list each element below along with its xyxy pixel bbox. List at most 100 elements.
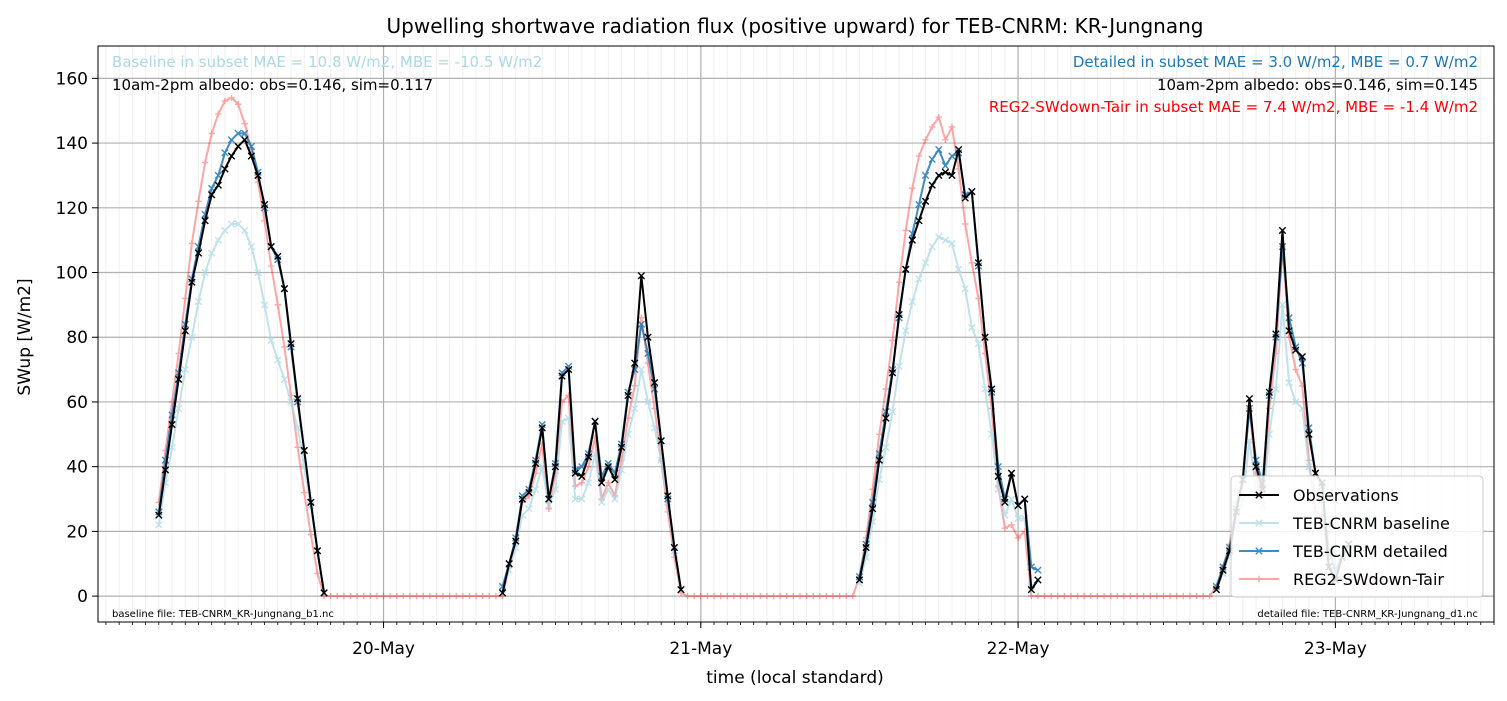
obs-point bbox=[571, 469, 579, 477]
reg2-point bbox=[492, 592, 500, 600]
reg2-point bbox=[750, 592, 757, 600]
baseline-line bbox=[501, 368, 682, 590]
reg2-point bbox=[677, 589, 685, 597]
baseline-point bbox=[1001, 511, 1009, 519]
reg2-point bbox=[829, 592, 837, 600]
obs-point bbox=[1265, 388, 1273, 396]
baseline-point bbox=[591, 450, 599, 458]
obs-point bbox=[241, 136, 249, 144]
detailed-file-annotation: detailed file: TEB-CNRM_KR-Jungnang_d1.n… bbox=[1257, 609, 1478, 620]
obs-line bbox=[858, 148, 1039, 591]
reg2-point bbox=[1067, 592, 1075, 600]
obs-point bbox=[525, 488, 533, 497]
baseline-point bbox=[1305, 462, 1313, 471]
reg2-point bbox=[340, 592, 348, 600]
reg2-stats-annotation: REG2-SWdown-Tair in subset MAE = 7.4 W/m… bbox=[989, 98, 1478, 116]
baseline-point bbox=[531, 485, 540, 494]
reg2-point bbox=[386, 592, 394, 600]
baseline-point bbox=[247, 242, 256, 251]
obs-point bbox=[1007, 469, 1016, 477]
obs-point bbox=[1021, 495, 1029, 503]
reg2-point bbox=[1180, 592, 1187, 600]
reg2-point bbox=[1034, 592, 1042, 600]
reg2-point bbox=[895, 279, 903, 286]
detailed-point bbox=[915, 200, 923, 209]
baseline-point bbox=[948, 239, 956, 248]
baseline-line bbox=[858, 235, 1039, 588]
reg2-point bbox=[1160, 592, 1167, 600]
baseline-point bbox=[287, 398, 295, 406]
detailed-point bbox=[564, 362, 573, 371]
baseline-point bbox=[538, 462, 546, 471]
reg2-point bbox=[353, 592, 361, 600]
baseline-point bbox=[882, 443, 890, 451]
x-tick-label: 23-May bbox=[1304, 639, 1367, 659]
legend-swatch-baseline bbox=[1239, 519, 1279, 527]
y-axis-label: SWup [W/m2] bbox=[15, 278, 35, 395]
baseline-point bbox=[624, 430, 632, 439]
x-tick-label: 20-May bbox=[352, 639, 415, 659]
obs-point bbox=[624, 391, 632, 400]
baseline-point bbox=[981, 385, 989, 393]
baseline-point bbox=[188, 333, 196, 341]
reg2-point bbox=[274, 301, 281, 309]
obs-point bbox=[855, 576, 864, 584]
reg2-point bbox=[182, 295, 189, 302]
reg2-point bbox=[367, 592, 374, 600]
baseline-point bbox=[1007, 495, 1016, 503]
obs-point bbox=[882, 414, 890, 422]
obs-point bbox=[498, 589, 507, 597]
reg2-point bbox=[823, 592, 830, 600]
reg2-point bbox=[1153, 592, 1161, 600]
x-axis-label: time (local standard) bbox=[706, 668, 884, 688]
detailed-point bbox=[227, 136, 236, 144]
obs-point bbox=[1245, 395, 1254, 403]
legend-label: REG2-SWdown-Tair bbox=[1293, 570, 1444, 589]
baseline-point bbox=[617, 466, 626, 474]
reg2-point bbox=[836, 592, 843, 600]
obs-point bbox=[254, 171, 262, 180]
obs-point bbox=[545, 495, 553, 503]
baseline-point bbox=[915, 275, 923, 283]
obs-point bbox=[564, 365, 573, 374]
reg2-point bbox=[922, 136, 929, 144]
reg2-point bbox=[327, 592, 334, 600]
reg2-point bbox=[201, 159, 209, 166]
reg2-point bbox=[466, 592, 473, 600]
obs-point bbox=[597, 479, 606, 487]
obs-point bbox=[895, 310, 903, 319]
baseline-point bbox=[604, 485, 612, 494]
detailed-point bbox=[241, 129, 249, 138]
baseline-point bbox=[293, 424, 302, 432]
baseline-point bbox=[201, 268, 209, 277]
reg2-point bbox=[433, 592, 440, 600]
baseline-point bbox=[194, 297, 203, 306]
obs-point bbox=[201, 217, 209, 225]
obs-point bbox=[650, 378, 659, 387]
baseline-point bbox=[855, 579, 864, 587]
legend-swatch-reg2 bbox=[1239, 575, 1279, 583]
reg2-point bbox=[962, 220, 969, 228]
baseline-point bbox=[280, 375, 289, 383]
obs-point bbox=[888, 369, 897, 377]
reg2-point bbox=[195, 198, 202, 205]
obs-point bbox=[1311, 469, 1320, 477]
y-tick-label: 0 bbox=[77, 587, 88, 607]
reg2-point bbox=[426, 592, 434, 600]
reg2-point bbox=[208, 130, 215, 137]
y-tick-label: 40 bbox=[66, 458, 88, 478]
detailed-point bbox=[538, 420, 546, 429]
obs-point bbox=[644, 333, 652, 341]
obs-point bbox=[518, 495, 527, 503]
baseline-point bbox=[208, 249, 216, 257]
obs-point bbox=[551, 462, 560, 471]
reg2-point bbox=[631, 382, 638, 389]
obs-point bbox=[300, 446, 308, 455]
obs-point bbox=[987, 385, 996, 393]
plot-frame bbox=[97, 45, 1495, 623]
detailed-line bbox=[157, 132, 326, 594]
reg2-point bbox=[499, 592, 506, 600]
baseline-point bbox=[558, 417, 566, 426]
baseline-point bbox=[637, 365, 646, 374]
obs-point bbox=[578, 472, 586, 481]
